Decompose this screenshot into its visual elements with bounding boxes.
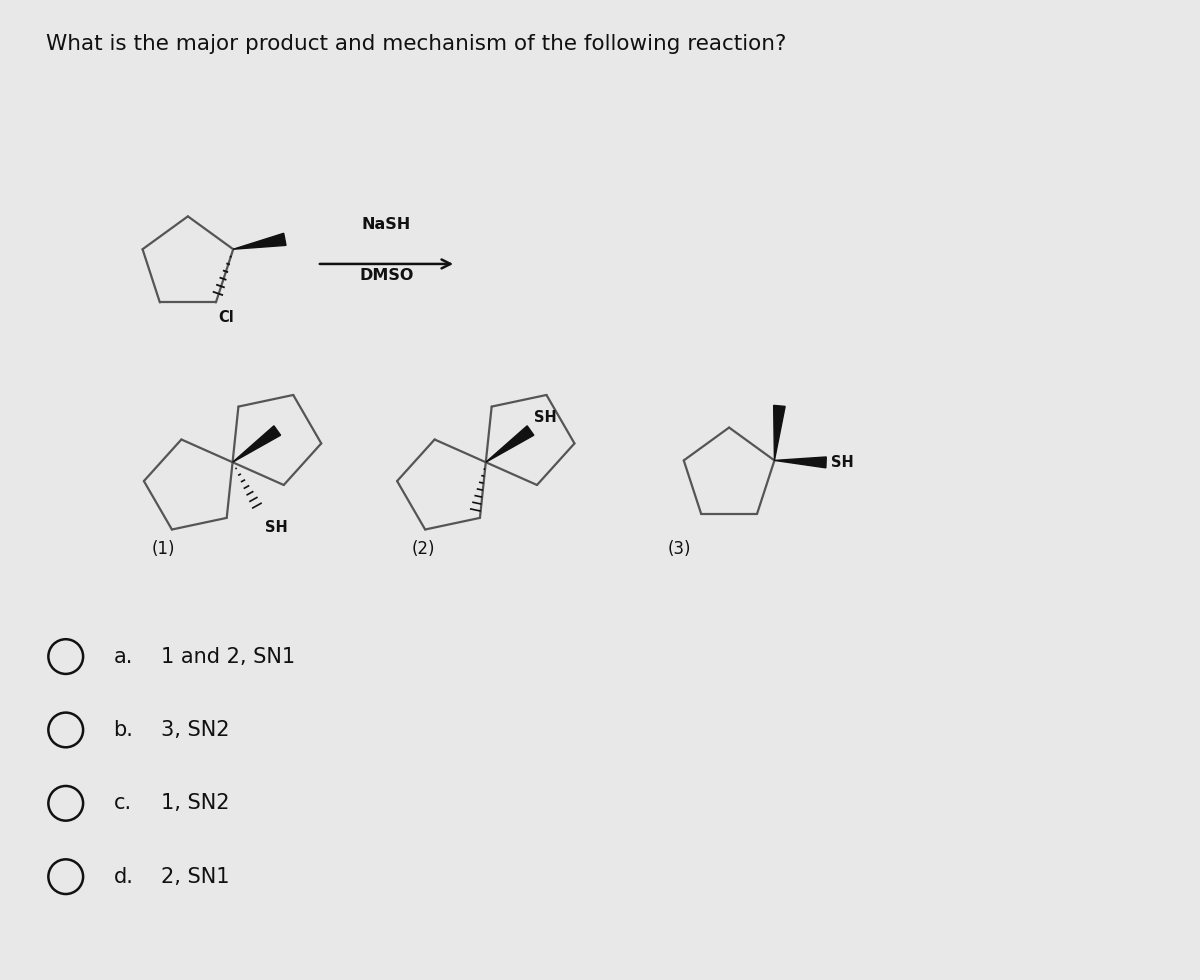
Text: 1, SN2: 1, SN2: [161, 794, 229, 813]
Polygon shape: [233, 426, 281, 463]
Polygon shape: [486, 426, 534, 463]
Polygon shape: [774, 457, 827, 467]
Text: 2, SN1: 2, SN1: [161, 866, 229, 887]
Text: SH: SH: [534, 410, 557, 424]
Text: b.: b.: [114, 720, 133, 740]
Text: What is the major product and mechanism of the following reaction?: What is the major product and mechanism …: [46, 34, 786, 54]
Text: Cl: Cl: [218, 310, 234, 324]
Text: a.: a.: [114, 647, 133, 666]
Text: (3): (3): [667, 540, 691, 558]
Polygon shape: [774, 406, 785, 461]
Text: c.: c.: [114, 794, 132, 813]
Text: d.: d.: [114, 866, 133, 887]
Text: 1 and 2, SN1: 1 and 2, SN1: [161, 647, 295, 666]
Text: DMSO: DMSO: [359, 268, 414, 283]
Text: 3, SN2: 3, SN2: [161, 720, 229, 740]
Polygon shape: [233, 233, 286, 249]
Text: (2): (2): [412, 540, 434, 558]
Text: (1): (1): [151, 540, 175, 558]
Text: SH: SH: [832, 455, 853, 469]
Text: SH: SH: [265, 519, 288, 535]
Text: NaSH: NaSH: [362, 218, 412, 232]
